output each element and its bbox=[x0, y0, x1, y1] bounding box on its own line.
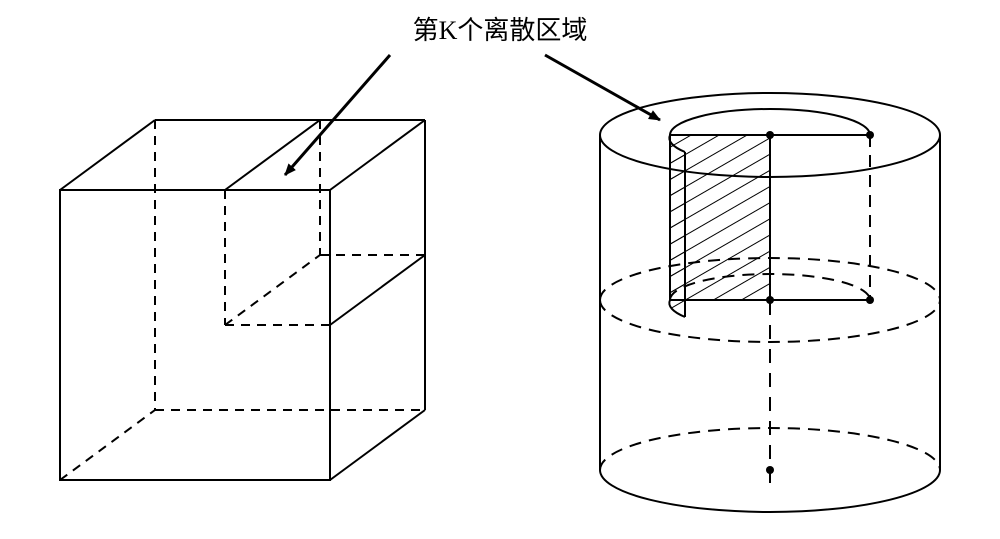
wedge-dot-mid-right bbox=[866, 296, 874, 304]
title-arrow-right bbox=[545, 55, 660, 120]
axis-dot-mid bbox=[766, 296, 774, 304]
axis-dot-bottom bbox=[766, 466, 774, 474]
cube-group bbox=[60, 120, 425, 480]
diagram-svg bbox=[0, 0, 1000, 539]
diagram-canvas: 第K个离散区域 bbox=[0, 0, 1000, 539]
cylinder-wedge bbox=[669, 109, 870, 317]
cylinder-group bbox=[600, 93, 940, 512]
wedge-dot-top-right bbox=[866, 131, 874, 139]
wedge-curved-face-fill bbox=[669, 135, 685, 317]
figure-title: 第K个离散区域 bbox=[0, 10, 1000, 47]
axis-dot-top bbox=[766, 131, 774, 139]
outer-cube-hidden-edges bbox=[60, 120, 425, 480]
inner-cube bbox=[225, 120, 425, 325]
outer-cube-visible-edges bbox=[60, 120, 425, 480]
